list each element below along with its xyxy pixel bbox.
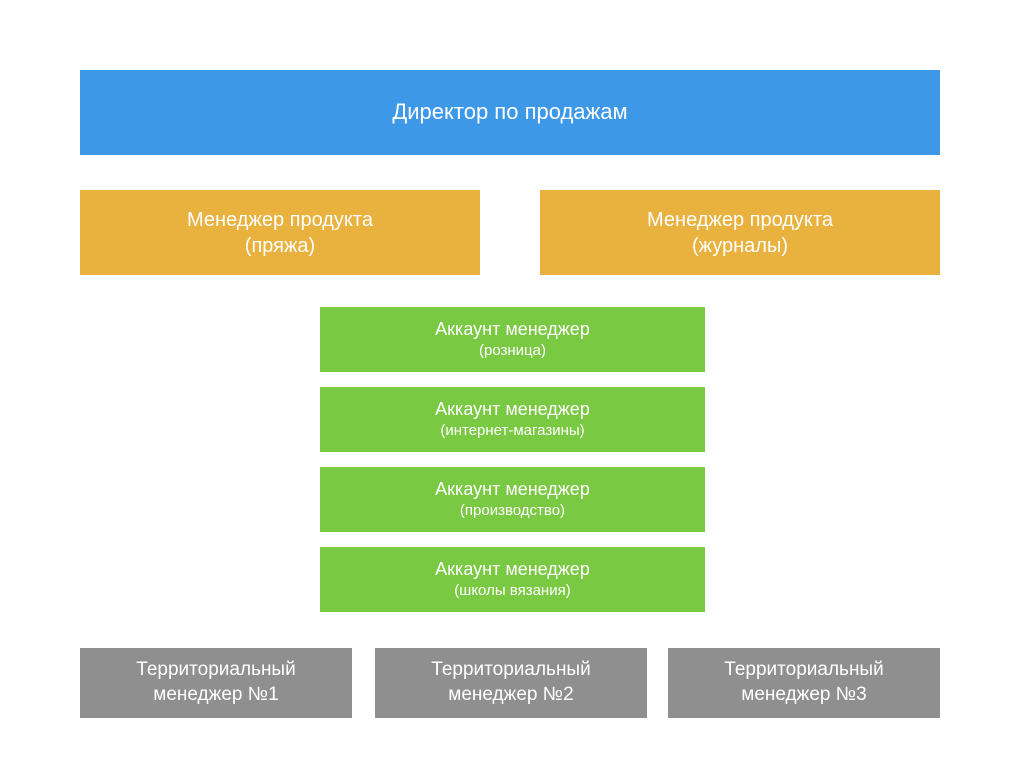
account-manager-title: Аккаунт менеджер: [435, 478, 590, 501]
account-manager-box: Аккаунт менеджер (интернет-магазины): [320, 387, 705, 452]
territorial-manager-title: Территориальный: [724, 658, 883, 683]
product-manager-subtitle: (пряжа): [245, 233, 315, 259]
product-manager-title: Менеджер продукта: [647, 207, 833, 233]
territorial-manager-title: Территориальный: [431, 658, 590, 683]
territorial-manager-title: Территориальный: [136, 658, 295, 683]
account-manager-box: Аккаунт менеджер (розница): [320, 307, 705, 372]
territorial-manager-box: Территориальный менеджер №2: [375, 648, 647, 718]
account-manager-title: Аккаунт менеджер: [435, 318, 590, 341]
account-manager-box: Аккаунт менеджер (производство): [320, 467, 705, 532]
account-manager-title: Аккаунт менеджер: [435, 398, 590, 421]
product-manager-box: Менеджер продукта (журналы): [540, 190, 940, 275]
territorial-manager-subtitle: менеджер №3: [741, 683, 866, 708]
territorial-manager-box: Территориальный менеджер №1: [80, 648, 352, 718]
account-manager-subtitle: (интернет-магазины): [440, 421, 584, 441]
account-manager-subtitle: (школы вязания): [454, 581, 570, 601]
director-box: Директор по продажам: [80, 70, 940, 155]
territorial-manager-subtitle: менеджер №2: [448, 683, 573, 708]
territorial-manager-subtitle: менеджер №1: [153, 683, 278, 708]
product-manager-title: Менеджер продукта: [187, 207, 373, 233]
product-manager-box: Менеджер продукта (пряжа): [80, 190, 480, 275]
product-manager-subtitle: (журналы): [692, 233, 788, 259]
territorial-manager-box: Территориальный менеджер №3: [668, 648, 940, 718]
account-manager-title: Аккаунт менеджер: [435, 558, 590, 581]
account-manager-subtitle: (розница): [479, 341, 546, 361]
account-manager-box: Аккаунт менеджер (школы вязания): [320, 547, 705, 612]
account-manager-subtitle: (производство): [460, 501, 565, 521]
director-label: Директор по продажам: [392, 98, 627, 127]
